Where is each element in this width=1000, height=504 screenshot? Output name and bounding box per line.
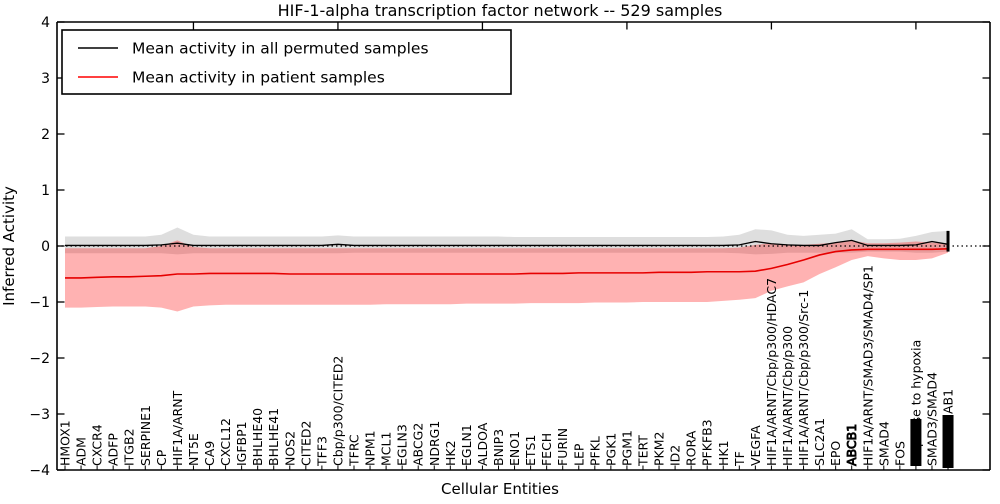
x-axis-label: Cellular Entities [441,480,559,498]
x-tick-label: ITGB2 [122,428,137,466]
x-tick-label: TFRC [346,434,361,467]
x-tick-label: NPM1 [363,430,378,466]
x-tick-label: HIF1A/ARNT/Cbp/p300/HDAC7 [764,278,779,466]
x-tick-label: PKM2 [652,432,667,466]
tick-marks [57,21,990,471]
x-tick-label: SERPINE1 [138,405,153,466]
x-tick-label: BNIP3 [491,429,506,466]
y-tick-label: −3 [29,407,50,423]
x-tick-label: BHLHE41 [266,408,281,466]
x-tick-label: PFKL [587,436,602,466]
x-tick-label: PGK1 [603,433,618,466]
x-tick-label: FURIN [555,428,570,466]
x-tick-label: NOS2 [282,431,297,466]
y-tick-label: −2 [29,351,50,367]
x-tick-label: EGLN3 [395,424,410,466]
x-tick-label: VEGFA [748,425,763,466]
y-tick-label: 1 [41,183,50,199]
y-tick-label: 0 [41,239,50,255]
x-tick-label: FECH [539,433,554,466]
x-tick-label: HIF1A/ARNT/SMAD3/SMAD4/SP1 [860,265,875,466]
permuted-band [65,227,949,255]
x-tick-label: EPO [828,441,843,466]
x-tick-label: PFKFB3 [700,419,715,466]
x-tick-label: SMAD4 [876,421,891,466]
y-axis-label: Inferred Activity [0,186,18,306]
x-tick-label: CA9 [202,441,217,466]
x-tick-label: Cbp/p300/CITED2 [330,356,345,466]
x-tick-label: RORA [684,430,699,466]
x-tick-label: SMAD3/SMAD4 [924,372,939,466]
overlapped-labels-blob [910,419,922,466]
x-tick-label: HK1 [716,440,731,466]
x-tick-label: CITED2 [298,420,313,466]
overlapped-labels-blob [942,415,954,468]
permuted-mean-line [65,239,949,247]
x-tick-label: FOS [892,441,907,466]
x-tick-label: EGLN1 [459,424,474,466]
x-tick-label: TF [732,451,747,467]
x-tick-label: HIF1A/ARNT [170,390,185,466]
x-tick-label: HMOX1 [58,420,73,466]
x-tick-label: TERT [635,435,650,467]
patient-band [65,240,949,312]
legend: Mean activity in all permuted samples Me… [61,29,512,95]
x-tick-label: NDRG1 [427,421,442,466]
y-tick-label: 3 [41,71,50,87]
x-tick-label: ABCG2 [411,423,426,466]
x-tick-label: ADFP [106,433,121,466]
x-tick-label: ENO1 [507,431,522,466]
x-tick-label: CP [154,449,169,466]
legend-box [61,29,512,95]
x-tick-label: ID2 [668,445,683,466]
x-tick-label: CXCL12 [218,418,233,466]
x-tick-label: TFF3 [314,436,329,467]
x-tick-label: IGFBP1 [234,421,249,466]
x-tick-label: SLC2A1 [812,418,827,466]
y-tick-label: −4 [29,463,50,479]
x-tick-label: ETS1 [523,435,538,466]
x-tick-label: HIF1A/ARNT/Cbp/p300/Src-1 [796,290,811,466]
chart-title: HIF-1-alpha transcription factor network… [278,1,723,20]
x-tick-label: PGM1 [619,430,634,466]
x-tick-label: CXCR4 [90,424,105,466]
legend-label-permuted: Mean activity in all permuted samples [132,40,429,58]
x-tick-label: AB1 [941,389,956,414]
patient-mean-line [65,248,949,279]
y-tick-labels: 4 3 2 1 0 −1 −2 −3 −4 [29,15,50,479]
x-tick-label: LEP [571,443,586,466]
y-tick-label: −1 [29,295,50,311]
confidence-bands [65,227,949,312]
x-tick-label: BHLHE40 [250,408,265,466]
y-tick-label: 2 [41,127,50,143]
x-tick-label: NT5E [186,433,201,466]
mean-activity-lines [65,230,950,279]
x-tick-label: ABCB1 [844,424,859,466]
y-tick-label: 4 [41,15,50,31]
x-tick-label: ALDOA [475,422,490,466]
x-tick-label: MCL1 [379,432,394,466]
legend-label-patient: Mean activity in patient samples [132,69,385,87]
x-tick-label: HK2 [443,440,458,466]
x-tick-labels: HMOX1 ADM CXCR4 ADFP ITGB2 SERPINE1 CP HIF1A/AR… [58,265,956,468]
x-tick-label: ADM [74,437,89,466]
x-tick-label: HIF1A/ARNT/Cbp/p300 [780,326,795,466]
